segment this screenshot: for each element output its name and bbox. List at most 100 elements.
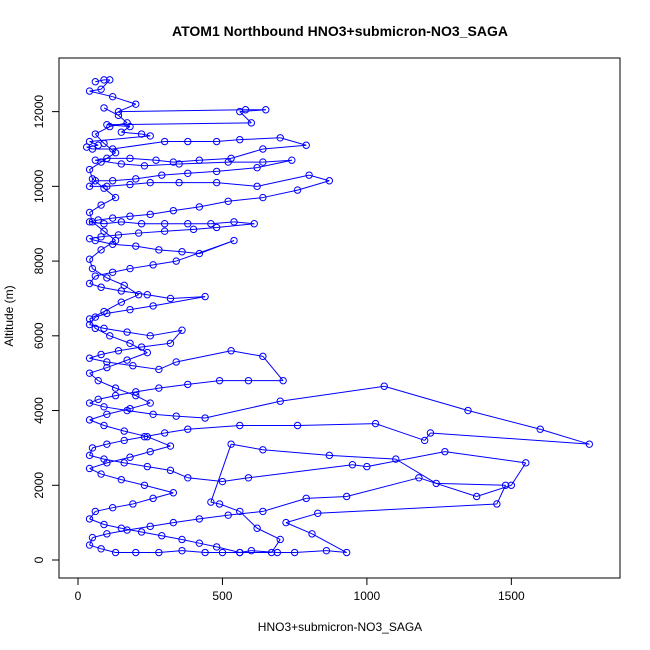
data-point [160, 429, 169, 437]
series-segment [216, 223, 255, 228]
data-point [134, 229, 143, 237]
data-point [342, 548, 351, 557]
data-point [85, 416, 94, 424]
data-point [342, 492, 351, 501]
series-segment [384, 385, 469, 412]
series-segment [164, 228, 194, 232]
data-point [103, 358, 111, 366]
data-point [178, 535, 186, 544]
data-point [126, 339, 134, 347]
series-segment [89, 88, 102, 92]
data-point [106, 332, 114, 340]
data-point [126, 404, 134, 413]
series-segment [346, 477, 420, 497]
data-point [103, 440, 111, 448]
data-point [114, 111, 123, 120]
data-point [166, 294, 175, 303]
data-point [108, 268, 117, 276]
data-point [117, 475, 126, 484]
data-point [146, 132, 154, 140]
series-segment [280, 137, 307, 146]
data-point [273, 548, 282, 557]
data-point [100, 139, 108, 148]
data-point [85, 182, 94, 191]
data-point [195, 249, 204, 258]
series-segment [352, 464, 367, 468]
data-point [507, 481, 516, 489]
series-segment [262, 159, 292, 163]
data-point [111, 384, 120, 392]
series-segment [199, 200, 229, 208]
series-segment [112, 141, 165, 150]
series-segment [98, 217, 113, 221]
data-point [218, 477, 227, 486]
series-segment [256, 527, 281, 540]
data-point [88, 145, 97, 153]
data-point [117, 298, 126, 306]
series-segment [199, 514, 229, 520]
data-point [85, 218, 94, 226]
data-point [215, 376, 224, 385]
data-point [160, 227, 169, 235]
series-segment [112, 96, 136, 105]
data-point [184, 380, 192, 389]
series-segment [89, 275, 96, 284]
data-point [88, 444, 97, 452]
data-point [472, 492, 481, 501]
data-point [149, 261, 157, 269]
data-point [259, 193, 267, 202]
data-point [212, 137, 221, 146]
series-segment [89, 419, 105, 426]
data-point [140, 481, 149, 489]
plot-area [82, 76, 594, 557]
data-point [108, 177, 117, 185]
series-segment [173, 518, 200, 524]
data-point [184, 425, 192, 433]
data-point [132, 100, 140, 108]
data-point [302, 141, 310, 149]
data-point [85, 399, 94, 407]
series-segment [262, 449, 330, 456]
series-segment [135, 387, 159, 393]
data-point [146, 178, 154, 187]
data-point [88, 533, 97, 542]
series-segment [158, 383, 188, 389]
data-point [184, 474, 192, 482]
data-point [224, 197, 232, 206]
data-point [308, 530, 316, 538]
series-segment [179, 161, 229, 165]
series-segment [176, 350, 232, 363]
data-point [325, 451, 334, 460]
data-point [184, 220, 192, 228]
series-segment [210, 221, 235, 225]
data-point [493, 500, 501, 508]
data-point [201, 548, 209, 557]
data-point [380, 382, 388, 390]
data-point [253, 163, 261, 172]
data-point [155, 246, 163, 254]
series-segment [210, 444, 232, 503]
series-segment [89, 161, 102, 170]
series-segment [239, 109, 266, 113]
series-segment [216, 546, 240, 554]
series-segment [89, 141, 99, 146]
series-segment [89, 537, 93, 546]
series-segment [124, 462, 148, 468]
series-segment [216, 182, 258, 187]
data-point [126, 154, 134, 163]
series-segment [144, 163, 180, 167]
y-tick-label: 4000 [32, 397, 46, 424]
data-point [184, 137, 192, 146]
series-segment [121, 163, 145, 167]
data-point [195, 156, 204, 164]
data-point [201, 292, 209, 301]
data-point [126, 453, 134, 461]
series-segment [92, 443, 108, 449]
data-point [155, 384, 163, 392]
series-segment [164, 428, 188, 434]
data-point [132, 391, 140, 400]
data-point [94, 376, 102, 385]
data-point [224, 511, 232, 519]
data-point [227, 440, 235, 448]
y-tick-label: 0 [32, 556, 46, 563]
